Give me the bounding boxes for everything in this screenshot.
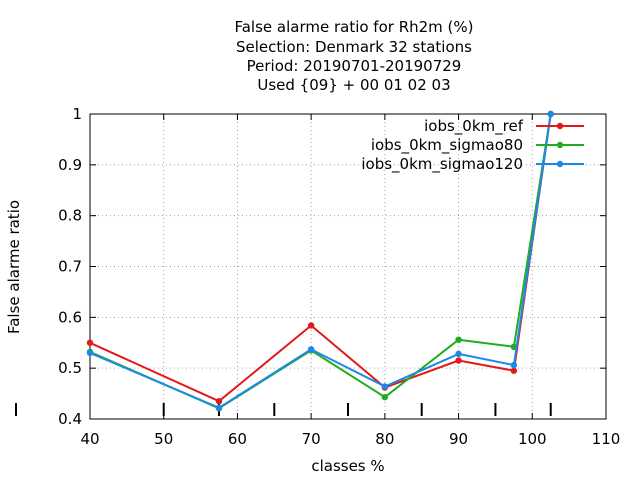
data-point	[307, 322, 315, 329]
title-line-4: Used {09} + 00 01 02 03	[257, 76, 450, 94]
data-point	[455, 336, 462, 343]
data-point	[86, 349, 94, 357]
x-tick-label: 50	[154, 430, 173, 448]
legend-point	[556, 160, 564, 168]
bottom-markers	[15, 403, 552, 416]
data-point	[86, 339, 94, 346]
x-tick-label: 110	[592, 430, 621, 448]
data-point	[215, 404, 223, 412]
legend-point	[556, 141, 564, 149]
title-line-3: Period: 20190701-20190729	[247, 57, 462, 75]
plot-frame	[89, 113, 607, 420]
data-point	[381, 393, 389, 401]
chart-title: False alarme ratio for Rh2m (%) Selectio…	[234, 18, 473, 94]
data-point	[455, 357, 462, 364]
legend-label: iobs_0km_sigmao120	[361, 155, 523, 174]
legend-label: iobs_0km_ref	[424, 117, 524, 136]
data-point	[215, 398, 223, 405]
legend: iobs_0km_refiobs_0km_sigmao80iobs_0km_si…	[361, 117, 584, 174]
x-tick-label: 100	[518, 430, 547, 448]
y-tick-label: 0.4	[58, 410, 82, 428]
y-tick-label: 0.7	[58, 258, 82, 276]
x-tick-label: 90	[449, 430, 468, 448]
title-line-2: Selection: Denmark 32 stations	[236, 38, 472, 56]
title-line-1: False alarme ratio for Rh2m (%)	[234, 18, 473, 36]
legend-point	[556, 122, 564, 130]
legend-label: iobs_0km_sigmao80	[371, 136, 523, 155]
y-tick-labels: 0.4 0.5 0.6 0.7 0.8 0.9 1	[58, 105, 82, 428]
y-tick-label: 0.5	[58, 359, 82, 377]
data-point	[510, 361, 518, 369]
data-point	[307, 346, 315, 353]
y-tick-label: 0.9	[58, 156, 82, 174]
series-group	[86, 110, 554, 412]
x-tick-label: 80	[375, 430, 394, 448]
x-tick-label: 70	[302, 430, 321, 448]
x-axis-label: classes %	[311, 457, 384, 475]
y-tick-label: 0.8	[58, 207, 82, 225]
y-tick-label: 0.6	[58, 308, 82, 326]
data-point	[455, 350, 462, 358]
x-tick-label: 40	[80, 430, 99, 448]
data-point	[547, 110, 554, 118]
data-point	[510, 367, 518, 374]
data-point	[381, 383, 389, 390]
grid	[90, 114, 606, 419]
y-axis-label: False alarme ratio	[5, 200, 23, 334]
y-tick-label: 1	[72, 105, 82, 123]
x-tick-labels: 40 50 60 70 80 90 100 110	[80, 430, 620, 448]
x-tick-label: 60	[228, 430, 247, 448]
